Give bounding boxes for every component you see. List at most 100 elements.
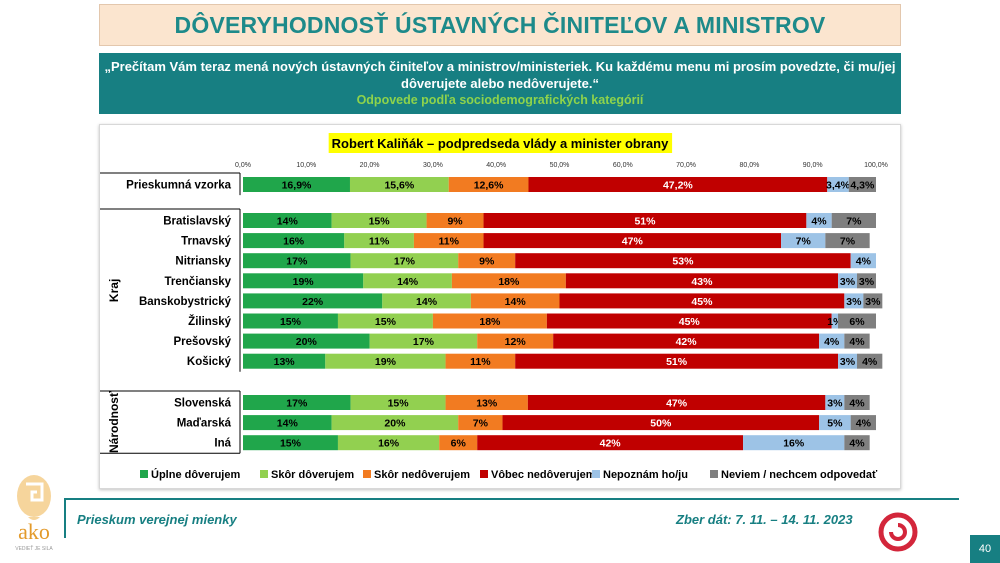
category-label: Maďarská: [177, 418, 232, 430]
data-label: 19%: [293, 276, 315, 288]
footer-divider: [64, 498, 959, 500]
bar-segment: [825, 233, 870, 249]
logo-text: ako: [18, 519, 50, 544]
bar-segment: [243, 177, 350, 192]
bar-segment: [546, 313, 832, 329]
footer-date-range: Zber dát: 7. 11. – 14. 11. 2023: [676, 512, 853, 527]
bar-segment: [565, 273, 839, 289]
data-label: 22%: [302, 296, 324, 308]
bar-segment: [331, 213, 427, 228]
data-label: 18%: [498, 276, 520, 288]
data-label: 51%: [634, 216, 656, 228]
data-label: 12%: [505, 336, 527, 348]
legend-swatch: [140, 470, 148, 478]
bar-segment: [448, 177, 529, 192]
data-label: 15%: [369, 216, 391, 228]
bar-segment: [439, 435, 478, 451]
bar-segment: [337, 313, 433, 329]
data-label: 18%: [479, 316, 501, 328]
bar-segment: [806, 213, 832, 228]
bar-segment: [515, 353, 839, 369]
data-label: 16%: [783, 438, 805, 450]
bar-segment: [483, 233, 782, 249]
bar-segment: [528, 177, 828, 192]
data-label: 13%: [476, 398, 498, 410]
data-label: 16%: [378, 438, 400, 450]
bar-segment: [331, 415, 459, 431]
bar-segment: [831, 213, 876, 228]
data-label: 4%: [849, 438, 865, 450]
bar-segment: [857, 273, 876, 289]
data-label: 51%: [666, 356, 688, 368]
legend-swatch: [480, 470, 488, 478]
data-label: 4%: [862, 356, 878, 368]
bar-segment: [413, 233, 484, 249]
data-label: 20%: [296, 336, 318, 348]
category-label: Prešovský: [173, 336, 231, 348]
category-label: Trnavský: [181, 236, 231, 248]
category-label: Žilinský: [188, 315, 231, 328]
bar-segment: [477, 435, 744, 451]
data-label: 7%: [840, 236, 856, 248]
bar-segment: [863, 293, 883, 309]
chart-title-highlight: [328, 133, 673, 153]
data-label: 17%: [413, 336, 435, 348]
data-label: 4%: [811, 216, 827, 228]
data-label: 47%: [622, 236, 644, 248]
bar-segment: [831, 313, 839, 329]
bar-segment: [848, 177, 876, 192]
data-label: 14%: [277, 418, 299, 430]
data-label: 6%: [849, 316, 865, 328]
data-label: 4%: [849, 336, 865, 348]
data-label: 14%: [277, 216, 299, 228]
bar-segment: [857, 353, 883, 369]
legend-label: Úplne dôverujem: [151, 468, 240, 481]
data-label: 4%: [824, 336, 840, 348]
bar-segment: [559, 293, 845, 309]
bar-segment: [243, 395, 351, 410]
data-label: 4%: [856, 256, 872, 268]
data-label: 15%: [375, 316, 397, 328]
question-text: „Prečítam Vám teraz mená nových ústavnýc…: [104, 59, 896, 91]
bar-segment: [349, 177, 449, 192]
data-label: 14%: [397, 276, 419, 288]
data-label: 16,9%: [282, 180, 312, 192]
data-label: 6%: [451, 438, 467, 450]
data-label: 15%: [280, 438, 302, 450]
bar-segment: [850, 415, 876, 431]
data-label: 4%: [856, 418, 872, 430]
bar-segment: [470, 293, 560, 309]
x-tick-label: 90,0%: [803, 162, 823, 169]
legend-swatch: [592, 470, 600, 478]
x-tick-label: 70,0%: [676, 162, 696, 169]
bar-segment: [838, 273, 858, 289]
bar-segment: [527, 395, 826, 410]
bar-segment: [850, 253, 876, 269]
bar-segment: [827, 177, 849, 192]
data-label: 53%: [672, 256, 694, 268]
data-label: 20%: [384, 418, 406, 430]
data-label: 3%: [846, 296, 862, 308]
data-label: 17%: [394, 256, 416, 268]
legend-label: Skôr nedôverujem: [374, 469, 470, 481]
bar-segment: [243, 333, 370, 349]
logo-tagline: VEDIEŤ JE SILA: [15, 544, 53, 552]
category-label: Banskobystrický: [139, 296, 232, 308]
bar-segment: [743, 435, 845, 451]
legend-label: Nepoznám ho/ju: [603, 469, 688, 481]
data-label: 16%: [283, 236, 305, 248]
footer-divider-vertical: [64, 498, 66, 538]
bar-segment: [838, 313, 876, 329]
bar-segment: [325, 353, 446, 369]
bar-segment: [844, 435, 870, 451]
data-label: 7%: [846, 216, 862, 228]
slide-title: DÔVERYHODNOSŤ ÚSTAVNÝCH ČINITEĽOV A MINI…: [174, 11, 826, 38]
bar-segment: [350, 395, 446, 410]
bar-segment: [243, 233, 345, 249]
data-label: 14%: [505, 296, 527, 308]
bar-segment: [243, 293, 383, 309]
category-label: Trenčiansky: [165, 276, 232, 288]
bar-segment: [515, 253, 851, 269]
x-tick-label: 80,0%: [739, 162, 759, 169]
data-label: 43%: [691, 276, 713, 288]
